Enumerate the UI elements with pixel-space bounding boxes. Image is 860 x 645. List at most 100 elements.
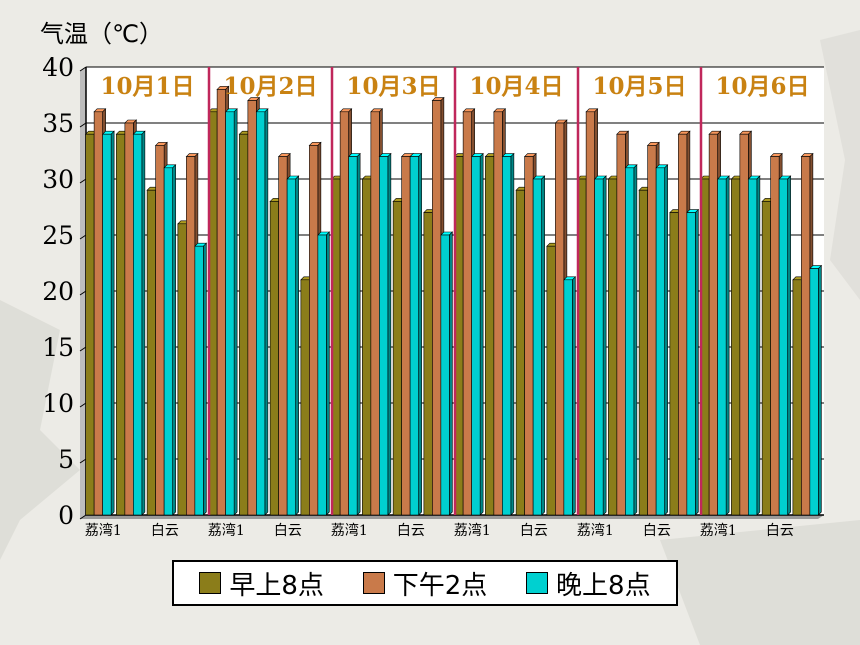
- bar: [278, 156, 288, 516]
- x-tick-label: 白云: [397, 523, 425, 539]
- bar: [585, 111, 595, 516]
- bar: [440, 234, 450, 516]
- bar: [85, 133, 95, 516]
- bar-side: [602, 175, 607, 516]
- legend-label-evening: 晚上8点: [556, 570, 651, 601]
- day-label: 10月4日: [469, 73, 563, 100]
- bar: [269, 201, 279, 516]
- chart-legend: 早上8点 下午2点 晚上8点: [172, 560, 678, 606]
- y-axis-label: 气温（℃）: [40, 20, 163, 48]
- bar: [339, 111, 349, 516]
- bar: [625, 167, 635, 516]
- bar: [616, 133, 626, 516]
- bar: [163, 167, 173, 516]
- bar-side: [572, 276, 576, 516]
- bar: [686, 212, 696, 516]
- bar: [409, 156, 419, 516]
- bar-side: [141, 130, 146, 516]
- x-tick-label: 荔湾1: [85, 522, 122, 539]
- bar-side: [295, 175, 299, 516]
- bar-side: [695, 208, 699, 516]
- bar: [801, 156, 811, 516]
- bar: [462, 111, 472, 516]
- legend-swatch-evening: [526, 572, 549, 594]
- legend-swatch-afternoon: [362, 572, 385, 594]
- gridline-depth: [79, 458, 87, 464]
- bar-side: [264, 108, 269, 516]
- bar: [731, 178, 741, 516]
- bar: [778, 178, 788, 516]
- bar: [655, 167, 665, 516]
- bar-side: [725, 175, 730, 516]
- bar: [563, 279, 573, 516]
- bar: [555, 122, 565, 516]
- bar: [423, 212, 433, 516]
- x-tick-label: 荔湾1: [454, 522, 491, 539]
- day-label: 10月1日: [100, 73, 194, 100]
- bar-side: [233, 108, 238, 516]
- bar: [348, 156, 358, 516]
- bar: [286, 178, 296, 516]
- bar: [515, 189, 525, 516]
- bar-side: [479, 152, 484, 516]
- legend-item-evening: 晚上8点: [526, 565, 651, 602]
- bar: [300, 279, 310, 516]
- bar: [216, 89, 226, 516]
- bar-side: [110, 130, 115, 516]
- bar: [362, 178, 372, 516]
- bar: [124, 122, 134, 516]
- bar-side: [449, 231, 453, 516]
- bar: [155, 145, 165, 516]
- bar: [247, 100, 257, 516]
- bar: [177, 223, 187, 516]
- bar-side: [203, 242, 207, 516]
- bar: [392, 201, 402, 516]
- bar-side: [664, 164, 668, 516]
- gridline-depth: [79, 122, 87, 128]
- legend-item-afternoon: 下午2点: [362, 565, 488, 602]
- day-label: 10月2日: [223, 73, 317, 100]
- bar: [133, 133, 143, 516]
- bar: [638, 189, 648, 516]
- legend-swatch-morning: [199, 572, 222, 594]
- day-label: 10月3日: [346, 73, 440, 100]
- bar-side: [387, 152, 392, 516]
- bar-side: [510, 152, 515, 516]
- bar: [493, 111, 503, 516]
- gridline-depth: [79, 514, 87, 520]
- bar: [748, 178, 758, 516]
- x-tick-label: 荔湾1: [700, 522, 737, 539]
- bar: [432, 100, 442, 516]
- x-tick-label: 白云: [520, 523, 548, 539]
- x-tick-label: 荔湾1: [577, 522, 614, 539]
- legend-item-morning: 早上8点: [199, 565, 324, 602]
- bar: [809, 268, 819, 516]
- legend-label-afternoon: 下午2点: [392, 570, 488, 601]
- bar: [524, 156, 534, 516]
- bar-side: [633, 164, 638, 516]
- gridline-depth: [79, 290, 87, 296]
- bar-side: [356, 152, 361, 516]
- bar: [708, 133, 718, 516]
- plot-floor: [80, 515, 824, 519]
- bar: [93, 111, 103, 516]
- bar: [792, 279, 802, 516]
- bar: [770, 156, 780, 516]
- gridline-depth: [79, 66, 87, 72]
- y-tick-label: 40: [42, 53, 74, 82]
- bar-side: [756, 175, 761, 516]
- bar: [146, 189, 156, 516]
- bar: [532, 178, 542, 516]
- bar: [485, 156, 495, 516]
- gridline-depth: [79, 346, 87, 352]
- bar: [594, 178, 604, 516]
- gridline-depth: [79, 234, 87, 240]
- bar: [647, 145, 657, 516]
- bar: [239, 133, 249, 516]
- y-tick-label: 25: [42, 221, 74, 250]
- bar-side: [418, 152, 422, 516]
- x-tick-label: 白云: [274, 523, 302, 539]
- y-tick-label: 10: [42, 389, 74, 418]
- bar: [678, 133, 688, 516]
